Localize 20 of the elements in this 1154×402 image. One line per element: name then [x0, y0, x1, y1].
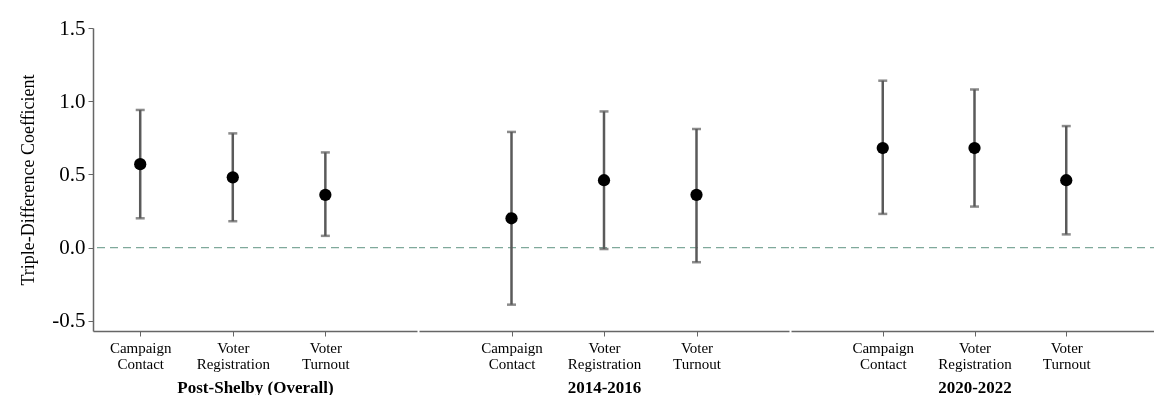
y-tick-label: 1.5 — [59, 15, 86, 40]
point — [319, 188, 332, 201]
y-tick-label: -0.5 — [52, 308, 86, 333]
point — [134, 158, 147, 171]
x-tick-label: Voter Registration — [196, 339, 271, 372]
x-tick-label: Campaign Contact — [481, 339, 544, 372]
x-tick-label: Voter Registration — [567, 339, 642, 372]
x-tick-label: Campaign Contact — [852, 339, 915, 372]
x-tick-label: Voter Turnout — [301, 339, 351, 372]
x-tick-label: Voter Registration — [938, 339, 1013, 372]
x-tick-label: Voter Turnout — [673, 339, 722, 372]
y-tick-label: 1.0 — [59, 88, 86, 113]
x-axis-title: 2014-2016 — [567, 377, 642, 397]
x-tick-label: Campaign Contact — [109, 339, 173, 372]
point — [226, 171, 239, 184]
y-tick-label: 0.5 — [59, 161, 86, 186]
y-tick-label: 0.0 — [59, 235, 86, 260]
x-axis-title: 2020-2022 — [938, 377, 1012, 397]
y-axis-title: Triple-Difference Coefficient — [18, 74, 39, 286]
x-tick-label: Voter Turnout — [1042, 339, 1092, 372]
